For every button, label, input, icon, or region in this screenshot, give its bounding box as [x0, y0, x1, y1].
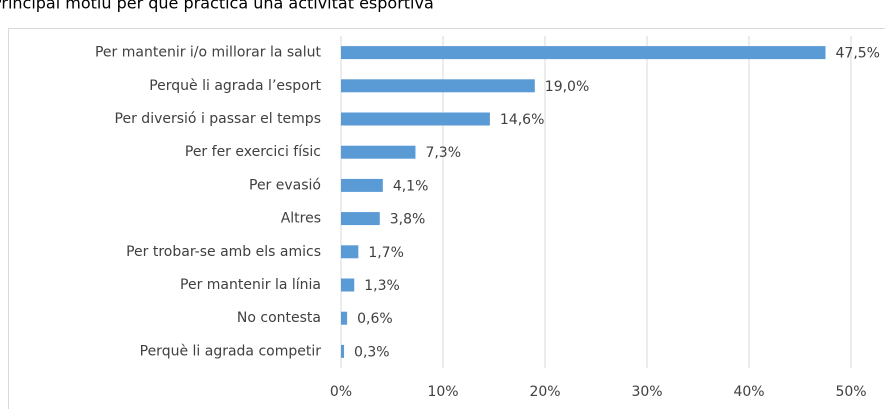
- y-tick-label: Per mantenir la línia: [180, 277, 321, 293]
- y-tick-label: Per fer exercici físic: [185, 144, 321, 160]
- value-label: 0,3%: [354, 344, 390, 360]
- x-tick-label: 20%: [529, 384, 560, 400]
- x-tick-label: 50%: [835, 384, 866, 400]
- bar: [341, 344, 345, 358]
- x-tick-label: 10%: [427, 384, 458, 400]
- y-tick-label: Per diversió i passar el temps: [115, 111, 321, 127]
- bar: [341, 46, 826, 60]
- y-tick-label: Per trobar-se amb els amics: [126, 244, 321, 260]
- bar: [341, 311, 348, 325]
- bar: [341, 212, 380, 226]
- y-tick-label: Altres: [281, 211, 321, 227]
- x-tick-label: 40%: [733, 384, 764, 400]
- value-label: 4,1%: [393, 178, 429, 194]
- chart-border: [8, 28, 885, 409]
- bar: [341, 112, 490, 126]
- bar: [341, 178, 383, 192]
- y-tick-label: Perquè li agrada l’esport: [149, 78, 321, 94]
- value-label: 0,6%: [357, 311, 393, 327]
- bar: [341, 245, 359, 259]
- chart-title: Principal motiu per què practica una act…: [0, 0, 434, 13]
- value-label: 47,5%: [836, 46, 880, 62]
- value-label: 14,6%: [500, 112, 544, 128]
- y-tick-label: Per mantenir i/o millorar la salut: [95, 45, 322, 61]
- x-tick-label: 0%: [330, 384, 352, 400]
- y-tick-label: No contesta: [237, 310, 321, 326]
- bar: [341, 79, 535, 93]
- value-label: 19,0%: [545, 79, 589, 95]
- bar: [341, 278, 355, 292]
- value-label: 3,8%: [390, 212, 426, 228]
- y-tick-label: Perquè li agrada competir: [140, 343, 322, 359]
- value-label: 1,3%: [364, 278, 400, 294]
- value-label: 1,7%: [368, 245, 404, 261]
- bar: [341, 145, 416, 159]
- x-tick-label: 30%: [631, 384, 662, 400]
- value-label: 7,3%: [425, 145, 461, 161]
- y-tick-label: Per evasió: [249, 177, 321, 193]
